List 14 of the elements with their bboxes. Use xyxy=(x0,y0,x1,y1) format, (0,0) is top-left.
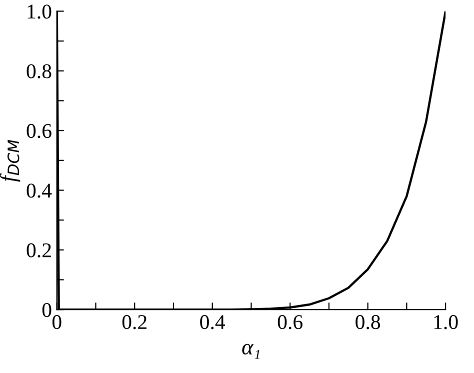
y-tick-label: 0.8 xyxy=(26,64,52,78)
x-tick-label: 0.4 xyxy=(200,315,226,330)
y-axis-title: f$_{DCM}$ xyxy=(0,140,20,182)
x-tick-label: 0 xyxy=(52,315,62,330)
x-tick-label: 0.8 xyxy=(356,315,380,330)
y-tick-label: 0 xyxy=(42,302,52,318)
y-tick-label: 1.0 xyxy=(28,4,52,19)
x-axis-title: α₁ xyxy=(242,344,260,359)
y-tick-label: 0.2 xyxy=(26,243,51,258)
y-tick-label: 0.4 xyxy=(26,184,52,198)
y-tick-label: 0.6 xyxy=(26,124,52,138)
x-tick-label: 0.6 xyxy=(278,315,302,330)
x-tick-label: 1.0 xyxy=(434,315,458,330)
x-tick-label: 0.2 xyxy=(122,315,146,330)
